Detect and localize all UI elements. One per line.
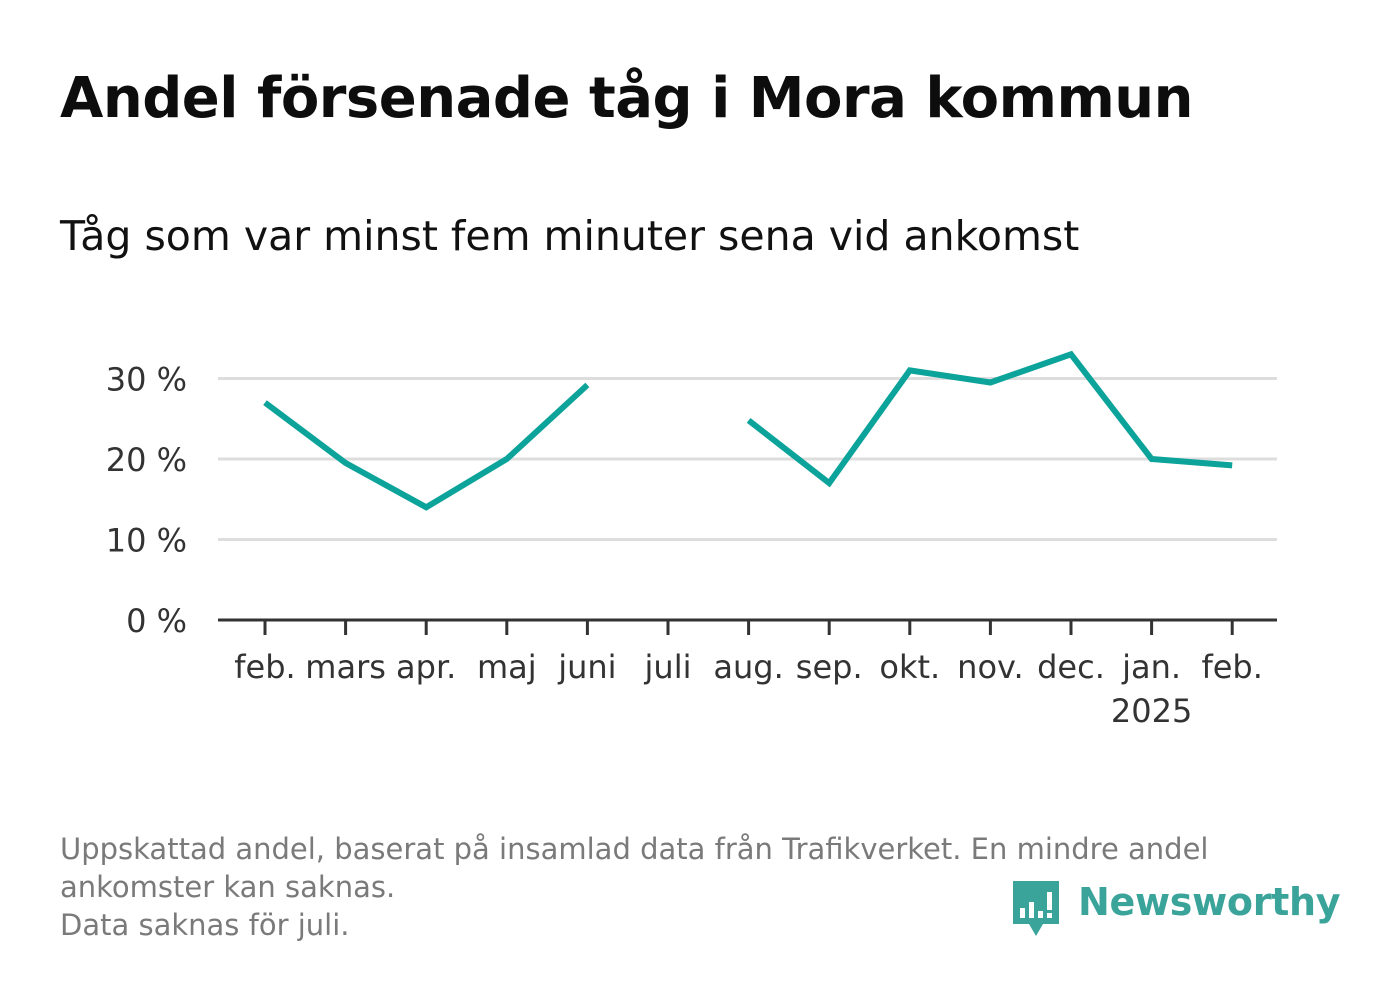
grid-layer [218,377,1277,541]
x-tick-label: okt. [879,648,940,686]
x-tick-label: feb. [1201,648,1262,686]
newsworthy-logo: Newsworthy [1010,878,1341,940]
y-tick-label: 10 % [106,522,187,560]
x-tick-label: sep. [796,648,863,686]
y-tick-label: 0 % [126,602,187,640]
x-tick-label: mars [305,648,386,686]
x-tick-label: jan. [1121,648,1181,686]
chart-subtitle: Tåg som var minst fem minuter sena vid a… [60,212,1080,260]
x-tick-label: apr. [396,648,456,686]
series-layer [263,350,1233,511]
axis-layer [218,618,1277,635]
series-line [263,382,590,511]
footnote: Uppskattad andel, baserat på insamlad da… [60,830,1320,944]
brand-name: Newsworthy [1078,880,1341,924]
x-tick-label: maj [477,648,537,686]
x-tick-label: aug. [713,648,783,686]
x-tick-label: dec. [1037,648,1105,686]
x-tick-label: juni [557,648,616,686]
bar-chart-speech-bubble-icon [1013,881,1059,936]
footnote-line: Data saknas för juli. [60,908,350,942]
footnote-line: Uppskattad andel, baserat på insamlad da… [60,832,1209,866]
y-tick-label: 30 % [106,361,187,399]
y-tick-label: 20 % [106,441,187,479]
series-line [746,350,1233,488]
x-tick-label: juli [644,648,692,686]
x-tick-label: feb. [234,648,295,686]
x-year-label: 2025 [1111,692,1192,730]
x-tick-label: nov. [957,648,1023,686]
label-layer: 0 % 10 % 20 % 30 % feb. mars apr. maj juni juli au… [106,361,1263,731]
footnote-line: ankomster kan saknas. [60,870,396,904]
chart-title: Andel försenade tåg i Mora kommun [60,66,1194,131]
